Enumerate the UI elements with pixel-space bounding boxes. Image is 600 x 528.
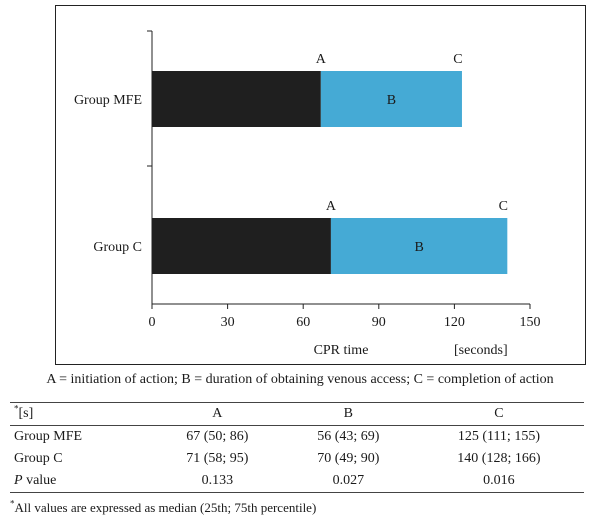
bar-segment-initiation: [152, 218, 331, 274]
table-cell: 125 (111; 155): [457, 429, 540, 444]
x-axis-unit: [seconds]: [454, 343, 508, 358]
bar-label-b: B: [387, 93, 396, 108]
x-tick-label: 150: [520, 315, 541, 330]
table-cell: 0.133: [151, 470, 283, 493]
table-row: Group MFE 67 (50; 86) 56 (43; 69) 125 (1…: [10, 426, 584, 449]
bar-label-a: A: [326, 199, 337, 214]
pvalue-label-rest: value: [22, 473, 57, 488]
row-label: Group C: [14, 451, 63, 466]
column-header-b: B: [282, 402, 414, 426]
bar-label-b: B: [414, 240, 423, 255]
bar-label-a: A: [316, 52, 327, 67]
x-tick-label: 0: [149, 315, 156, 330]
x-axis-label: CPR time: [314, 343, 369, 358]
bar-segment-duration: [330, 218, 508, 274]
x-tick-label: 120: [444, 315, 465, 330]
table-cell: 67 (50; 86): [186, 429, 249, 444]
table-cell: 71 (58; 95): [186, 451, 249, 466]
table-corner-header: *[s]: [10, 402, 152, 426]
table-row: Group C 71 (58; 95) 70 (49; 90) 140 (128…: [10, 448, 584, 470]
table-cell: 56 (43; 69): [317, 429, 380, 444]
chart-frame: 0 30 60 90 120 150 CPR time [seconds] Group MFE A…: [55, 5, 586, 365]
table-cell: 0.027: [282, 470, 414, 493]
footnote-asterisk: *: [10, 498, 15, 509]
row-label: Group MFE: [14, 429, 83, 444]
results-table: *[s] A B C Group MFE 67 (50; 86) 56 (43;…: [10, 402, 584, 493]
bar-segment-duration: [320, 71, 462, 127]
table-header-row: *[s] A B C: [10, 402, 584, 426]
legend-note: A = initiation of action; B = duration o…: [46, 372, 554, 387]
x-tick-label: 60: [296, 315, 310, 330]
corner-unit: [s]: [18, 406, 34, 421]
bar-label-c: C: [499, 199, 508, 214]
pvalue-label-p: P: [14, 473, 23, 488]
category-label: Group C: [93, 240, 142, 255]
x-tick-label: 30: [221, 315, 235, 330]
category-label: Group MFE: [74, 93, 142, 108]
stacked-bar-chart: 0 30 60 90 120 150 CPR time [seconds] Group MFE A…: [74, 30, 541, 358]
footnote: *All values are expressed as median (25t…: [10, 498, 317, 516]
table-cell: 140 (128; 166): [457, 451, 541, 466]
bar-label-c: C: [453, 52, 462, 67]
bar-segment-initiation: [152, 71, 321, 127]
pvalue-label: P value: [10, 470, 152, 493]
table-row-pvalue: P value 0.133 0.027 0.016: [10, 470, 584, 493]
table-cell: 70 (49; 90): [317, 451, 380, 466]
footnote-text: All values are expressed as median (25th…: [14, 500, 317, 515]
table-cell: 0.016: [413, 470, 584, 493]
x-tick-label: 90: [372, 315, 386, 330]
column-header-a: A: [151, 402, 283, 426]
corner-asterisk: *: [14, 403, 19, 414]
column-header-c: C: [413, 402, 584, 426]
